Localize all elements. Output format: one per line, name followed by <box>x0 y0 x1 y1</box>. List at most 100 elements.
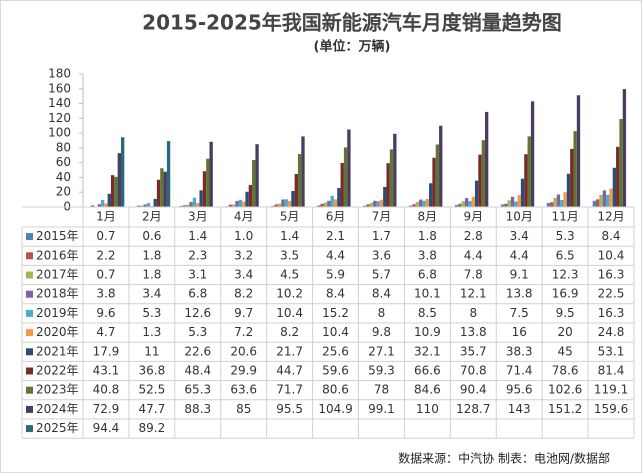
table-cell: 63.6 <box>230 383 257 397</box>
table-cell: 5.7 <box>372 268 391 282</box>
table-cell: 8.4 <box>372 287 391 301</box>
bar <box>163 171 167 207</box>
bar <box>481 140 485 207</box>
bar <box>471 196 475 207</box>
bar <box>596 199 600 207</box>
bar <box>340 162 344 207</box>
table-cell: 70.8 <box>460 364 487 378</box>
bar <box>104 203 108 207</box>
bar <box>271 205 275 207</box>
table-cell: 143 <box>508 402 531 416</box>
table-cell: 9.6 <box>96 306 115 320</box>
legend-swatch <box>26 233 33 241</box>
bar <box>192 197 197 207</box>
bar <box>179 205 183 207</box>
table-cell: 3.1 <box>188 268 207 282</box>
table-cell: 6.5 <box>556 248 575 262</box>
bar <box>153 198 157 207</box>
table-cell: 24.8 <box>598 325 625 339</box>
source-note: 数据来源：中汽协 制表：电池网/数据部 <box>398 451 610 466</box>
bar <box>530 101 535 207</box>
table-cell: 119.1 <box>594 383 628 397</box>
bar <box>347 129 351 207</box>
legend-swatch <box>26 348 33 356</box>
bar <box>425 198 430 207</box>
table-cell: 12.3 <box>552 268 579 282</box>
bar <box>327 200 331 207</box>
table-cell: 2.1 <box>326 229 345 243</box>
legend-swatch <box>26 386 33 394</box>
bar <box>616 146 620 207</box>
table-cell: 22.5 <box>598 287 625 301</box>
bar <box>317 205 321 207</box>
bar <box>100 199 105 207</box>
table-cell: 81.4 <box>598 364 625 378</box>
table-cell: 35.7 <box>460 344 487 358</box>
bar <box>435 144 440 207</box>
bar <box>500 204 505 207</box>
table-cell: 16.3 <box>598 306 625 320</box>
table-cell: 4.7 <box>96 325 115 339</box>
bar <box>297 154 302 207</box>
table-cell: 7.2 <box>234 325 253 339</box>
table-cell: 29.9 <box>230 364 257 378</box>
bar <box>573 131 577 207</box>
table-cell: 1.8 <box>418 229 437 243</box>
table-cell: 1.0 <box>234 229 253 243</box>
legend-label: 2024年 <box>36 402 79 416</box>
table-cell: 20 <box>557 325 572 339</box>
table-cell: 3.2 <box>234 248 253 262</box>
table-cell: 1.7 <box>372 229 391 243</box>
bar <box>393 133 397 207</box>
table-cell: 11 <box>144 344 159 358</box>
bar <box>238 199 243 207</box>
bar <box>419 199 423 207</box>
x-tick-label: 1月 <box>96 210 116 224</box>
table-cell: 90.4 <box>460 383 487 397</box>
bar <box>373 200 377 207</box>
bar <box>609 188 613 207</box>
table-cell: 3.6 <box>372 248 391 262</box>
legend-swatch <box>26 271 33 279</box>
bar <box>454 204 459 207</box>
table-cell: 99.1 <box>368 402 395 416</box>
y-tick-label: 100 <box>48 126 71 140</box>
table-cell: 5.9 <box>326 268 345 282</box>
bar <box>291 190 295 207</box>
bar <box>281 199 285 207</box>
bar <box>379 199 384 207</box>
table-cell: 2.2 <box>96 248 115 262</box>
bar <box>504 203 508 207</box>
bar <box>235 200 239 207</box>
table-cell: 8 <box>469 306 477 320</box>
bar <box>156 179 161 207</box>
table-cell: 5.3 <box>188 325 207 339</box>
table-cell: 128.7 <box>456 402 490 416</box>
table-cell: 1.8 <box>142 248 161 262</box>
table-cell: 80.6 <box>322 383 349 397</box>
table-cell: 102.6 <box>548 383 582 397</box>
table-cell: 7.5 <box>510 306 529 320</box>
table-cell: 1.4 <box>280 229 299 243</box>
table-cell: 38.3 <box>506 344 533 358</box>
x-tick-label: 6月 <box>326 210 346 224</box>
bar <box>252 160 256 207</box>
table-cell: 8.4 <box>326 287 345 301</box>
bar <box>376 201 380 207</box>
table-cell: 1.8 <box>142 268 161 282</box>
bar <box>182 205 187 207</box>
bar <box>464 198 469 207</box>
bar <box>432 157 436 207</box>
bar <box>107 193 111 207</box>
table-cell: 65.3 <box>184 383 211 397</box>
table-cell: 9.8 <box>372 325 391 339</box>
bar <box>599 194 603 207</box>
table-cell: 0.7 <box>96 229 115 243</box>
bar <box>343 147 348 207</box>
table-cell: 95.6 <box>506 383 533 397</box>
table-cell: 20.6 <box>230 344 257 358</box>
table-cell: 3.4 <box>510 229 529 243</box>
legend-swatch <box>26 329 33 337</box>
table-cell: 48.4 <box>184 364 211 378</box>
